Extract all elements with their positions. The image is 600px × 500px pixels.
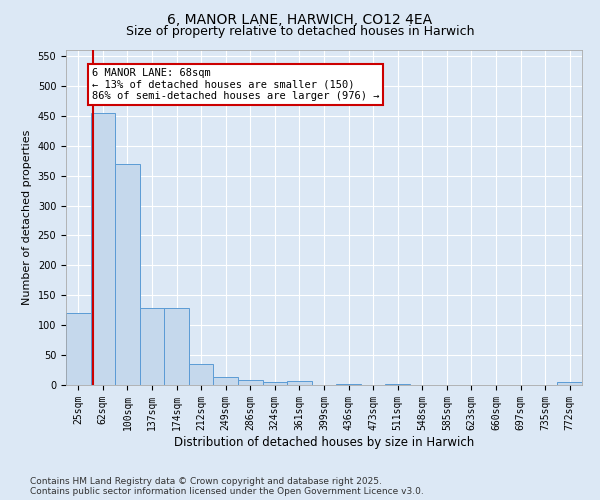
Text: 6, MANOR LANE, HARWICH, CO12 4EA: 6, MANOR LANE, HARWICH, CO12 4EA: [167, 12, 433, 26]
Bar: [238, 380, 263, 385]
Bar: [164, 308, 189, 385]
Y-axis label: Number of detached properties: Number of detached properties: [22, 130, 32, 305]
Text: 6 MANOR LANE: 68sqm
← 13% of detached houses are smaller (150)
86% of semi-detac: 6 MANOR LANE: 68sqm ← 13% of detached ho…: [92, 68, 379, 101]
Bar: [263, 382, 287, 385]
Text: Contains HM Land Registry data © Crown copyright and database right 2025.
Contai: Contains HM Land Registry data © Crown c…: [30, 476, 424, 496]
Bar: [385, 384, 410, 385]
Text: Size of property relative to detached houses in Harwich: Size of property relative to detached ho…: [126, 25, 474, 38]
Bar: [336, 384, 361, 385]
Bar: [115, 164, 140, 385]
Bar: [287, 382, 312, 385]
Bar: [66, 313, 91, 385]
Bar: [557, 382, 582, 385]
Bar: [214, 376, 238, 385]
Bar: [189, 364, 214, 385]
Bar: [91, 113, 115, 385]
X-axis label: Distribution of detached houses by size in Harwich: Distribution of detached houses by size …: [174, 436, 474, 448]
Bar: [140, 308, 164, 385]
